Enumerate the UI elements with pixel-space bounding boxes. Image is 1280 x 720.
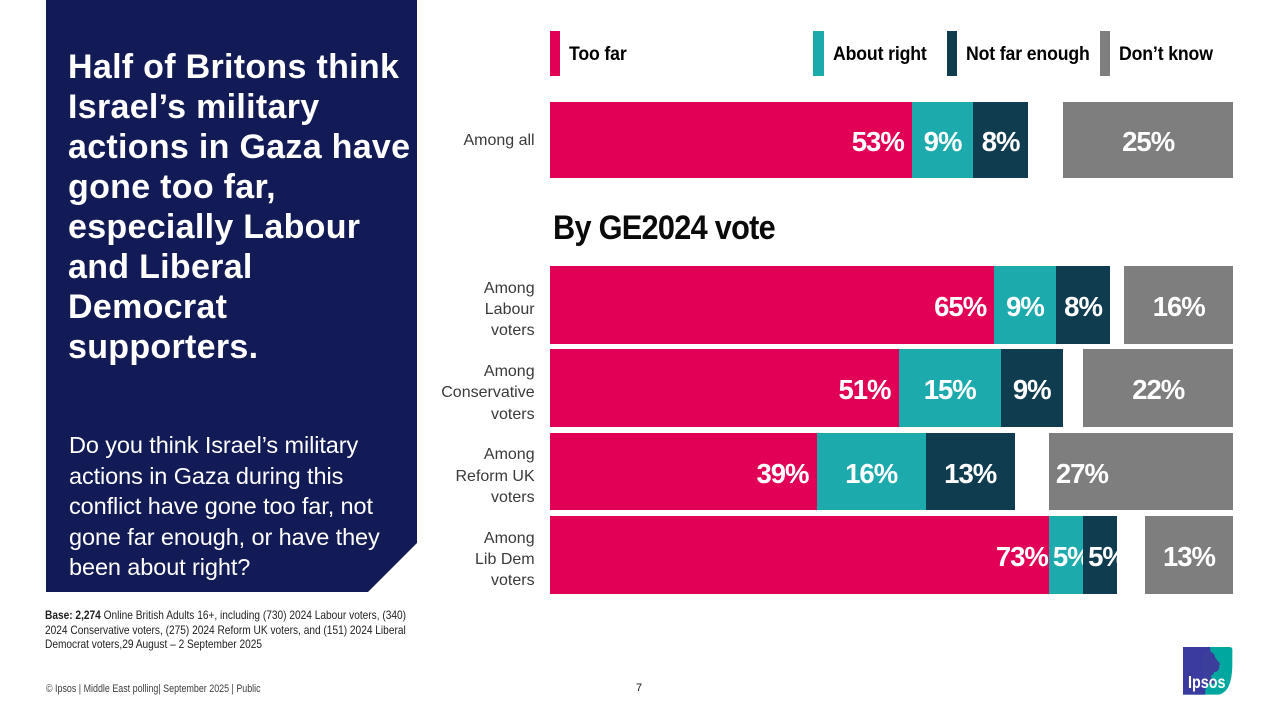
svg-text:Ipsos: Ipsos (1188, 672, 1226, 692)
